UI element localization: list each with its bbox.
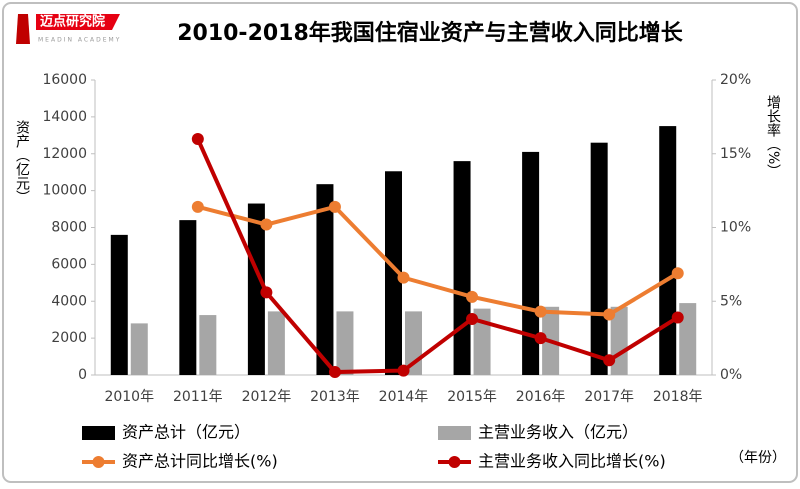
x-tick-label: 2018年: [653, 389, 703, 405]
logo-band: [36, 14, 120, 30]
point: [397, 364, 410, 377]
y-tick-label: 10000: [42, 183, 87, 199]
x-tick-label: 2010年: [104, 389, 154, 405]
point: [466, 290, 479, 303]
y2-tick-label: 20%: [720, 72, 751, 88]
bar: [316, 184, 334, 375]
logo-icon: [16, 14, 30, 44]
y-tick-label: 16000: [42, 72, 87, 88]
bar: [453, 161, 471, 375]
bar: [590, 142, 608, 375]
bar: [267, 311, 285, 375]
bar: [199, 315, 217, 375]
point: [260, 218, 273, 231]
bar: [110, 234, 128, 375]
logo-subtitle: MEADIN ACADEMY: [38, 37, 121, 44]
bar: [336, 311, 354, 375]
line: [197, 204, 679, 317]
chart-title: 2010-2018年我国住宿业资产与主营收入同比增长: [177, 20, 684, 46]
y-tick-label: 14000: [42, 109, 87, 125]
point: [328, 200, 341, 213]
y-tick-label: 2000: [51, 330, 87, 346]
bar: [473, 308, 491, 375]
y-tick-label: 4000: [51, 293, 87, 309]
bar: [385, 171, 402, 375]
y-tick-label: 12000: [42, 146, 87, 162]
point: [191, 133, 204, 145]
bar: [247, 203, 265, 375]
y2-tick-label: 15%: [720, 146, 751, 162]
point: [397, 271, 410, 284]
point: [191, 200, 204, 213]
x-tick-label: 2014年: [379, 389, 429, 405]
x-axis-label: （年份）: [730, 450, 786, 466]
bar: [179, 220, 197, 375]
y2-axis-label: 增长率（%）: [765, 95, 781, 178]
x-tick-label: 2013年: [310, 389, 360, 405]
y-tick-label: 0: [78, 367, 87, 383]
point: [603, 354, 616, 367]
legend-label: 资产总计同比增长(%): [122, 452, 278, 471]
y-tick-label: 8000: [51, 220, 87, 236]
legend-label: 资产总计（亿元）: [122, 423, 250, 442]
point: [671, 267, 684, 280]
legend-label: 主营业务收入（亿元）: [478, 423, 638, 442]
point: [328, 366, 341, 379]
y2-tick-label: 10%: [720, 220, 751, 236]
logo-name: 迈点研究院: [40, 14, 105, 30]
x-tick-label: 2012年: [242, 389, 292, 405]
bar: [130, 323, 148, 375]
point: [534, 305, 547, 318]
y2-tick-label: 5%: [720, 293, 742, 309]
point: [466, 312, 479, 325]
bar: [679, 303, 697, 375]
point: [534, 332, 547, 345]
legend-swatch: [92, 456, 105, 468]
y-tick-label: 6000: [51, 256, 87, 272]
x-tick-label: 2017年: [584, 389, 634, 405]
y2-tick-label: 0%: [720, 367, 742, 383]
point: [603, 308, 616, 321]
legend-swatch: [82, 426, 115, 440]
point: [671, 311, 684, 324]
x-tick-label: 2011年: [173, 389, 223, 405]
bar: [522, 151, 540, 375]
legend-swatch: [438, 426, 471, 440]
y-axis-label: 资产（亿元）: [14, 120, 30, 204]
line: [196, 138, 679, 375]
point: [260, 286, 273, 299]
x-tick-label: 2016年: [516, 389, 566, 405]
legend-swatch: [448, 456, 461, 468]
x-tick-label: 2015年: [447, 389, 497, 405]
legend-label: 主营业务收入同比增长(%): [478, 452, 666, 471]
bar: [659, 126, 677, 375]
